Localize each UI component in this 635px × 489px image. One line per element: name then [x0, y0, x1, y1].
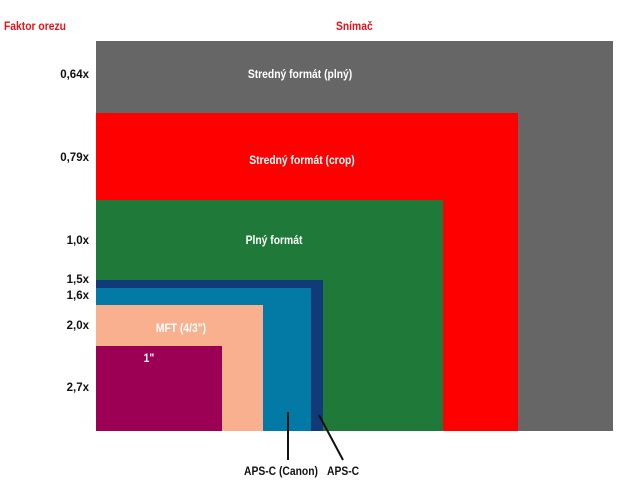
factor-aps-c-canon: 1,6x [66, 290, 89, 302]
label-medium-crop: Stredný formát (crop) [249, 153, 355, 167]
factor-aps-c: 1,5x [66, 274, 89, 286]
factor-medium-crop: 0,79x [60, 152, 89, 164]
label-aps-c: APS-C [327, 464, 360, 478]
label-one-inch: 1" [143, 351, 155, 365]
factor-medium-full: 0,64x [60, 69, 89, 81]
label-mft: MFT (4/3") [155, 321, 207, 335]
label-medium-full: Stredný formát (plný) [247, 67, 353, 81]
crop-factor-header: Faktor orezu [4, 19, 66, 33]
factor-mft: 2,0x [66, 320, 89, 332]
label-full-frame: Plný formát [245, 233, 303, 247]
sensor-header: Snímač [336, 19, 373, 33]
factor-full-frame: 1,0x [66, 235, 89, 247]
pointer-aps-c [318, 414, 344, 461]
sensor-rect-one-inch [96, 346, 222, 431]
factor-one-inch: 2,7x [66, 382, 89, 394]
label-aps-c-canon: APS-C (Canon) [244, 464, 318, 478]
